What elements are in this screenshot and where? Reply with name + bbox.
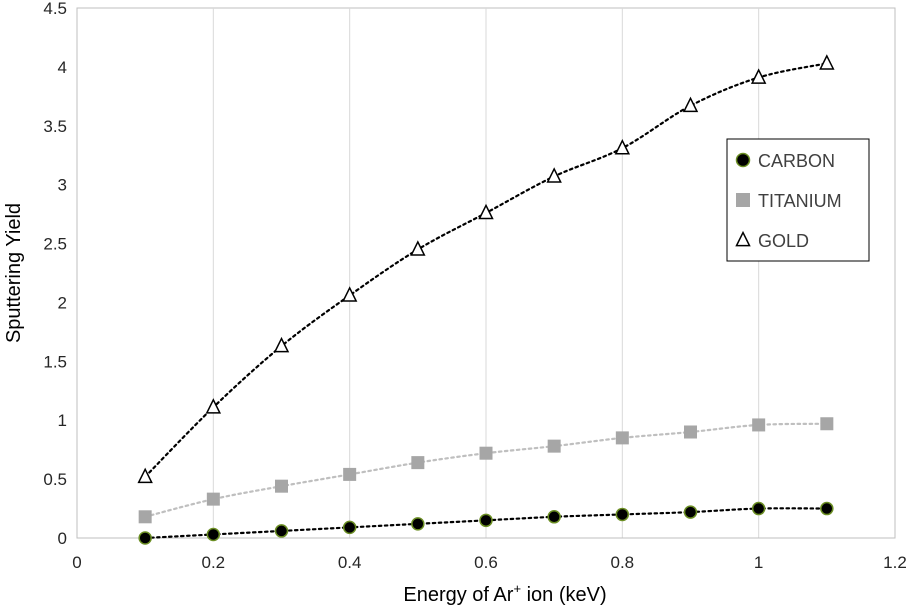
y-tick-label: 3 xyxy=(58,176,67,195)
y-tick-label: 0.5 xyxy=(43,470,67,489)
x-tick-label: 0.4 xyxy=(338,553,362,572)
titanium-point xyxy=(138,510,152,524)
y-tick-label: 1.5 xyxy=(43,352,67,371)
gold-point xyxy=(137,467,153,484)
gold-point xyxy=(546,167,562,183)
titanium-point xyxy=(479,446,493,460)
y-tick-label: 4.5 xyxy=(43,0,67,18)
x-axis-title-tail: ion (keV) xyxy=(521,584,607,606)
legend-titanium-label: TITANIUM xyxy=(758,191,842,211)
y-axis-title: Sputtering Yield xyxy=(3,203,25,343)
gold-point xyxy=(341,286,358,302)
x-axis-title: Energy of Ar+ ion (keV) xyxy=(403,581,606,606)
carbon-point xyxy=(683,505,698,519)
legend-gold-marker xyxy=(735,230,751,247)
legend-titanium-marker xyxy=(736,193,750,207)
gold-point xyxy=(410,240,426,256)
x-tick-labels: 0 0.2 0.4 0.6 0.8 1 1.2 xyxy=(72,553,907,572)
legend-gold-label: GOLD xyxy=(758,231,809,251)
y-tick-label: 3.5 xyxy=(43,117,67,136)
y-tick-labels: 0 0.5 1 1.5 2 2.5 3 3.5 4 4.5 xyxy=(43,0,67,548)
legend-carbon-label: CARBON xyxy=(758,151,835,171)
titanium-point xyxy=(547,439,561,453)
x-axis-title-main: Energy of Ar xyxy=(403,584,513,606)
gold-point xyxy=(682,96,699,113)
carbon-point xyxy=(751,501,766,516)
y-tick-label: 2.5 xyxy=(43,235,67,254)
gold-point xyxy=(273,336,290,353)
legend: CARBON TITANIUM GOLD xyxy=(726,138,870,262)
gold-trendline xyxy=(144,62,828,478)
titanium-point xyxy=(343,467,357,481)
x-tick-label: 1 xyxy=(754,553,763,572)
gold-point xyxy=(614,138,631,155)
gold-point xyxy=(750,68,767,84)
y-tick-label: 2 xyxy=(58,293,67,312)
y-tick-label: 4 xyxy=(58,58,67,77)
gold-point xyxy=(205,398,222,414)
carbon-point xyxy=(138,531,152,545)
x-axis-title-sup: + xyxy=(513,581,521,596)
carbon-point xyxy=(411,517,425,531)
x-tick-label: 1.2 xyxy=(883,553,907,572)
titanium-point xyxy=(684,425,697,439)
carbon-point xyxy=(479,513,493,528)
legend-box xyxy=(726,138,870,262)
gold-point xyxy=(478,203,494,220)
titanium-point xyxy=(752,418,766,432)
x-tick-label: 0.8 xyxy=(611,553,635,572)
x-tick-label: 0.6 xyxy=(474,553,498,572)
legend-carbon-marker xyxy=(735,152,751,168)
titanium-point xyxy=(820,417,834,431)
x-tick-label: 0.2 xyxy=(202,553,226,572)
carbon-point xyxy=(206,527,221,542)
carbon-point xyxy=(615,507,630,522)
carbon-point xyxy=(820,501,834,516)
titanium-point xyxy=(206,492,220,506)
carbon-point xyxy=(274,524,289,538)
y-tick-label: 0 xyxy=(58,529,67,548)
titanium-point xyxy=(615,431,629,445)
x-tick-label: 0 xyxy=(72,553,81,572)
data-markers xyxy=(137,54,835,545)
gold-point xyxy=(819,54,835,70)
carbon-point xyxy=(547,510,561,524)
titanium-point xyxy=(275,479,288,493)
titanium-point xyxy=(411,456,425,470)
carbon-point xyxy=(342,520,357,535)
y-tick-label: 1 xyxy=(58,411,67,430)
